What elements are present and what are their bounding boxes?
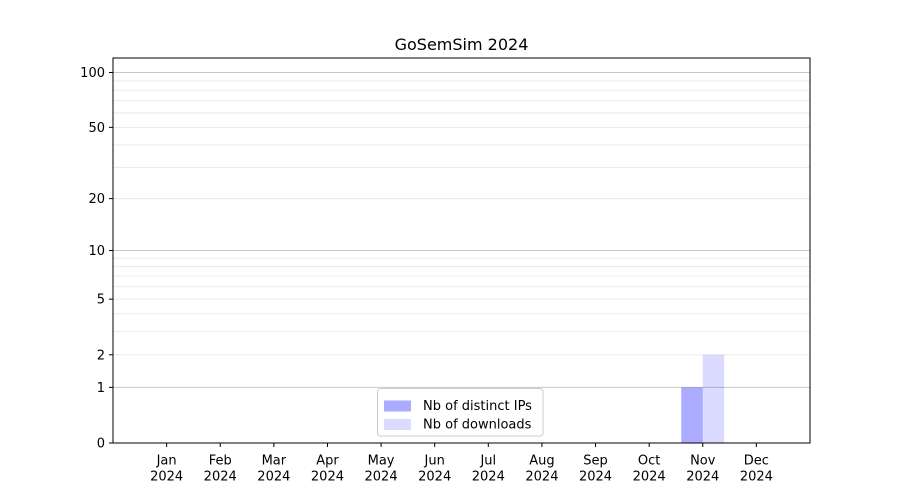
bar-nb-of-distinct-ips-nov-2024: [681, 387, 703, 443]
x-tick-label-year: 2024: [204, 470, 237, 485]
x-tick-label-year: 2024: [150, 470, 183, 485]
x-tick-label-year: 2024: [472, 470, 505, 485]
x-tick-label-year: 2024: [365, 470, 398, 485]
y-tick-label: 2: [97, 348, 105, 363]
x-tick-label-month: Apr: [316, 454, 339, 469]
x-tick-label-month: Oct: [638, 454, 660, 469]
x-tick-label-month: May: [368, 454, 395, 469]
x-tick-label-month: Jan: [156, 454, 177, 469]
y-tick-label: 5: [97, 293, 105, 308]
chart-title: GoSemSim 2024: [394, 35, 529, 54]
legend-label-nb-of-distinct-ips: Nb of distinct IPs: [423, 399, 532, 414]
y-tick-label: 20: [88, 192, 105, 207]
x-tick-label-month: Nov: [690, 454, 716, 469]
x-tick-label-year: 2024: [257, 470, 290, 485]
x-tick-label-year: 2024: [633, 470, 666, 485]
x-tick-label-month: Jun: [424, 454, 445, 469]
x-tick-label-month: Feb: [209, 454, 232, 469]
legend-box: [377, 388, 544, 437]
x-tick-label-year: 2024: [740, 470, 773, 485]
legend-swatch-nb-of-downloads: [384, 419, 411, 430]
y-tick-label: 10: [88, 244, 105, 259]
legend-label-nb-of-downloads: Nb of downloads: [423, 418, 532, 433]
y-tick-label: 0: [97, 437, 105, 452]
x-tick-label-month: Jul: [479, 454, 496, 469]
y-tick-label: 1: [97, 381, 105, 396]
bar-nb-of-downloads-nov-2024: [702, 354, 725, 443]
y-tick-label: 100: [80, 66, 105, 81]
x-tick-label-year: 2024: [418, 470, 451, 485]
x-tick-label-month: Dec: [744, 454, 769, 469]
x-tick-label-month: Sep: [583, 454, 608, 469]
x-tick-label-year: 2024: [579, 470, 612, 485]
x-tick-label-year: 2024: [525, 470, 558, 485]
legend-swatch-nb-of-distinct-ips: [384, 400, 411, 412]
y-tick-label: 50: [88, 121, 105, 136]
x-tick-label-year: 2024: [686, 470, 719, 485]
x-tick-label-year: 2024: [311, 470, 344, 485]
x-tick-label-month: Aug: [529, 454, 554, 469]
x-tick-label-month: Mar: [262, 454, 287, 469]
